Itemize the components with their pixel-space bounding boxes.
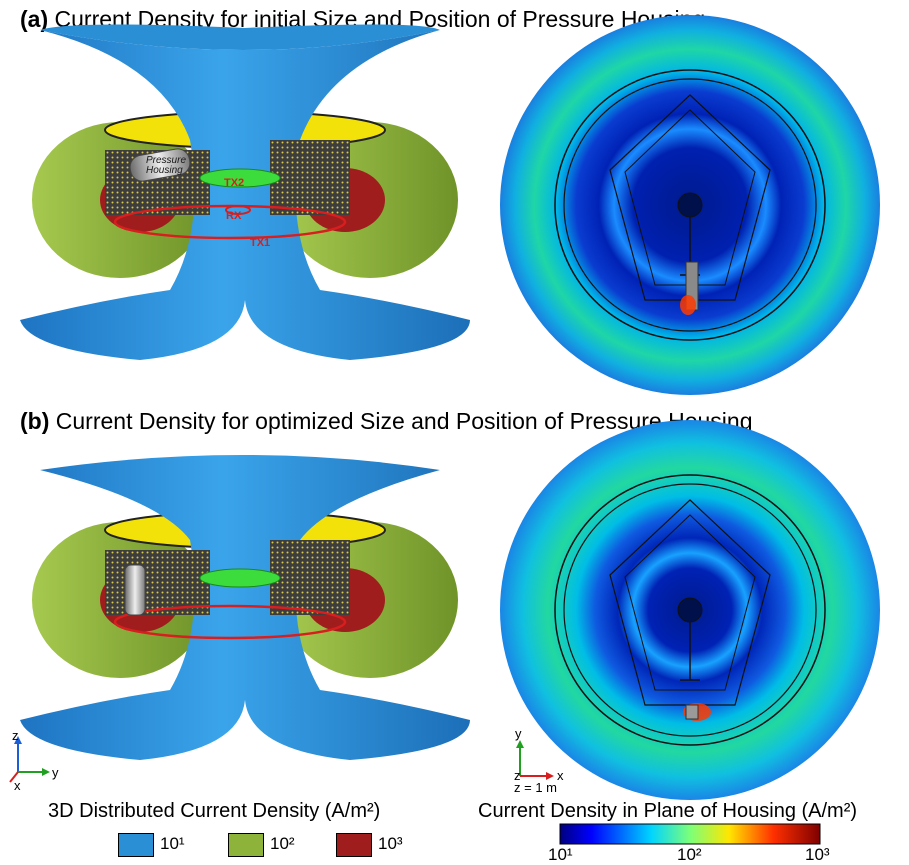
panel-b-letter: (b) (20, 408, 50, 434)
panel-b-3d-model (20, 455, 470, 760)
legend-label-1: 10¹ (160, 834, 185, 853)
panel-b-plane-plot (500, 420, 880, 800)
green-coil (199, 168, 281, 188)
axes-triad-3d (9, 736, 50, 783)
legend-2d-title: Current Density in Plane of Housing (A/m… (478, 800, 858, 822)
rx-ring (225, 205, 251, 215)
panel-a-letter: (a) (20, 6, 49, 32)
legend-label-2: 10² (270, 834, 295, 853)
panel-a-plane-plot (500, 15, 880, 395)
mesh-panel-right (270, 140, 350, 215)
axes-triad-2d (516, 740, 554, 780)
legend-label-3: 10³ (378, 834, 403, 853)
mesh-panel-right-b (270, 540, 350, 615)
axis-z-3d: z (12, 728, 19, 743)
legend-3d-title: 3D Distributed Current Density (A/m²) (48, 800, 381, 822)
axis-z-2d: z (514, 768, 521, 783)
axis-y-3d: y (52, 765, 59, 780)
colorbar (559, 823, 821, 845)
axis-x-3d: x (14, 778, 21, 793)
axis-z-note: z = 1 m (514, 780, 557, 795)
pressure-housing-b-2d (685, 704, 699, 720)
label-pressure: Pressure (146, 155, 186, 166)
pressure-housing-b (124, 564, 146, 616)
colorbar-tick-2: 10² (677, 845, 702, 864)
label-tx1: TX1 (250, 237, 270, 249)
label-housing: Housing (146, 165, 183, 176)
label-tx2: TX2 (224, 177, 244, 189)
green-coil-b (199, 568, 281, 588)
tx1-ring-b (113, 604, 347, 640)
legend-swatch-2 (228, 833, 264, 857)
blue-funnel (20, 30, 470, 360)
label-rx: RX (226, 210, 242, 222)
legend-swatch-3 (336, 833, 372, 857)
axis-y-2d: y (515, 726, 522, 741)
panel-a-3d-model: Pressure Housing TX2 RX TX1 (20, 24, 470, 360)
colorbar-tick-1: 10¹ (548, 845, 573, 864)
mesh-panel-left-b (105, 550, 210, 615)
blue-funnel-b (20, 455, 470, 760)
legend-swatch-1 (118, 833, 154, 857)
pressure-housing-a (129, 148, 191, 182)
colorbar-tick-3: 10³ (805, 845, 830, 864)
axis-x-2d: x (557, 768, 564, 783)
